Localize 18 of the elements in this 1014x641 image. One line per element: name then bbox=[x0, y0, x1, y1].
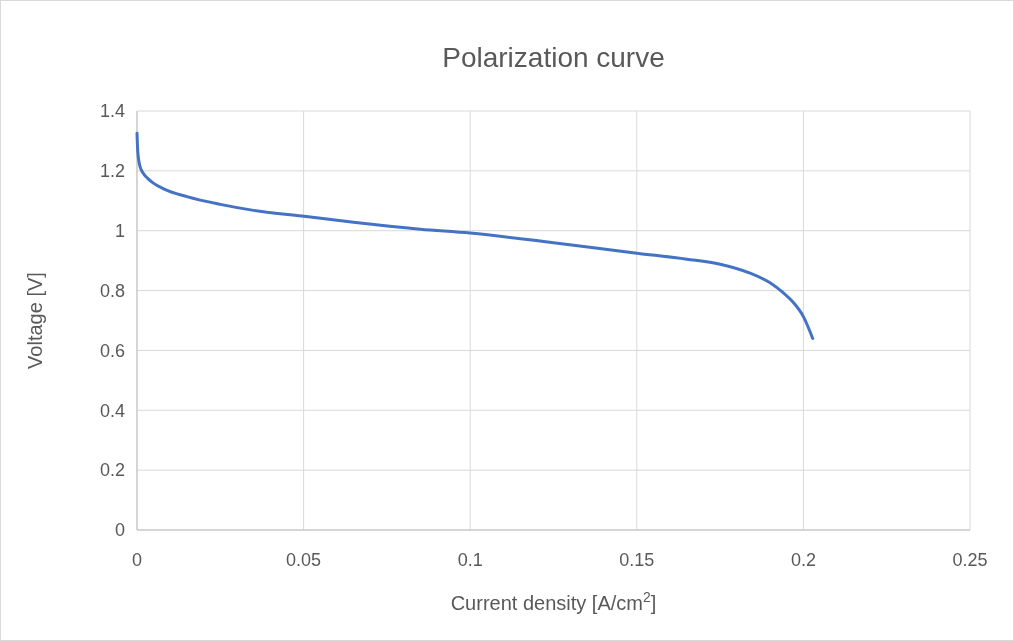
y-tick-label: 1.4 bbox=[99, 101, 125, 122]
line-series bbox=[135, 131, 815, 340]
y-tick-label: 0.8 bbox=[99, 280, 125, 301]
x-tick-label: 0.2 bbox=[790, 550, 816, 570]
y-tick-label: 1.2 bbox=[99, 161, 125, 182]
y-tick-label: 0.2 bbox=[99, 460, 125, 481]
y-tick-label: 0.4 bbox=[99, 400, 125, 421]
chart-title: Polarization curve bbox=[442, 42, 665, 73]
x-axis-title: Current density [A/cm$^{2}$] bbox=[450, 589, 657, 614]
x-tick-label: 0 bbox=[131, 550, 143, 570]
x-tick-label: 0.05 bbox=[286, 550, 322, 570]
x-tick-label: 0.25 bbox=[952, 550, 988, 570]
y-tick-label: 0.6 bbox=[99, 340, 125, 361]
y-tick-label: 1 bbox=[114, 221, 125, 242]
x-tick-label: 0.15 bbox=[619, 550, 655, 570]
y-axis-title: Voltage [V] bbox=[24, 272, 46, 369]
x-tick-label: 0.1 bbox=[457, 550, 483, 570]
y-tick-label: 0 bbox=[114, 520, 125, 541]
